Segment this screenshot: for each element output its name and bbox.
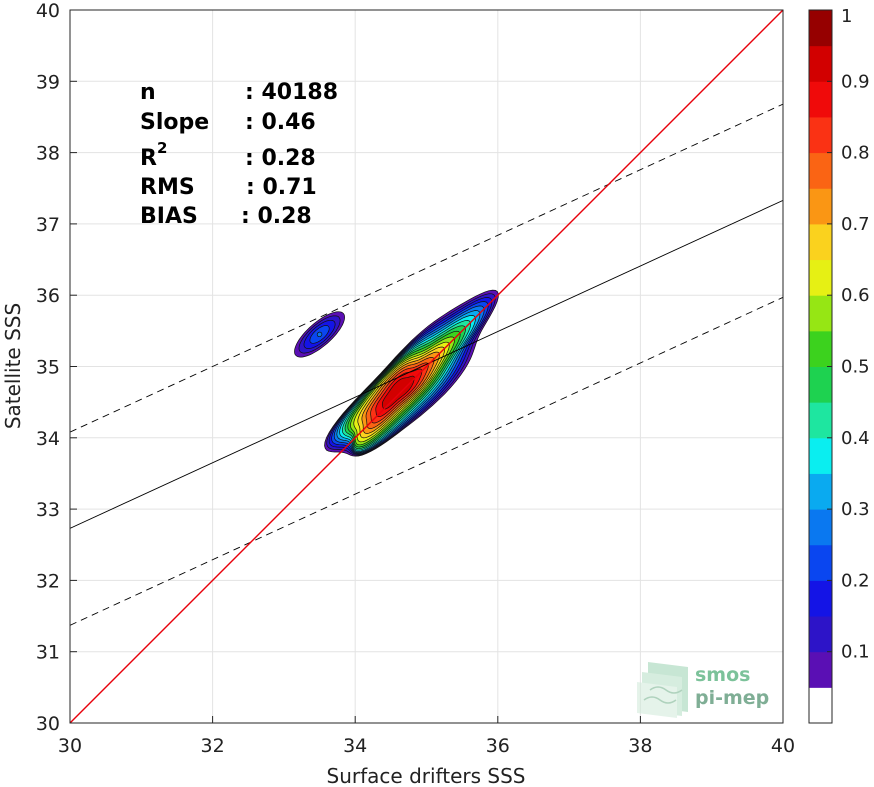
y-tick-label: 40 (36, 0, 60, 22)
x-tick-label: 36 (486, 735, 510, 757)
y-tick-label: 30 (36, 713, 60, 735)
stat-n-value: : 40188 (245, 80, 338, 105)
x-tick-label: 32 (201, 735, 225, 757)
regression-line (70, 199, 783, 529)
colorbar-segment (809, 616, 832, 653)
colorbar-ticks: 0.1 0.2 0.3 0.4 0.5 0.6 0.7 0.8 0.9 1 (827, 6, 870, 663)
stats-box: n : 40188 Slope : 0.46 R2 : 0.28 RMS : 0… (140, 80, 338, 229)
y-axis-label: Satellite SSS (1, 303, 25, 429)
logo-text-smos: smos (695, 664, 750, 686)
colorbar-segment (809, 366, 832, 403)
y-tick-label: 38 (36, 143, 60, 165)
x-axis-ticks: 30 32 34 36 38 40 (58, 716, 795, 757)
colorbar-segment (809, 188, 832, 225)
colorbar-segment (809, 544, 832, 581)
density-contour-main (381, 375, 415, 410)
colorbar-tick-label: 0.2 (841, 570, 870, 591)
colorbar-segment (809, 10, 832, 47)
stat-rms-label: RMS (140, 175, 195, 200)
reference-lines (70, 10, 783, 723)
colorbar-tick-label: 0.3 (841, 499, 870, 520)
colorbar-segment (809, 223, 832, 261)
logo-text-pi-mep: pi-mep (695, 687, 769, 709)
colorbar-segment (809, 687, 832, 724)
stat-r2-value: : 0.28 (245, 146, 316, 171)
colorbar-segment (809, 509, 832, 546)
density-contour-secondary (316, 331, 323, 338)
identity-line (70, 10, 783, 723)
y-tick-label: 33 (36, 499, 60, 521)
colorbar-segment (809, 295, 832, 332)
colorbar-segment (809, 473, 832, 510)
colorbar-segment (809, 116, 832, 154)
y-tick-label: 35 (36, 357, 60, 379)
colorbar-segment (809, 330, 832, 367)
colorbar-segment (809, 152, 832, 189)
smos-pi-mep-logo: smos pi-mep (637, 662, 769, 718)
colorbar-segment (809, 45, 832, 82)
lower-bound-line (70, 296, 783, 626)
x-tick-label: 34 (343, 735, 367, 757)
y-tick-label: 34 (36, 428, 60, 450)
stat-bias-label: BIAS (140, 204, 198, 229)
colorbar-tick-label: 0.7 (841, 214, 870, 235)
colorbar (809, 10, 832, 724)
colorbar-segment (809, 81, 832, 118)
x-axis-label: Surface drifters SSS (327, 764, 526, 787)
colorbar-segment (809, 259, 832, 296)
stat-rms-value: : 0.71 (246, 175, 317, 200)
stat-slope-label: Slope (140, 110, 209, 135)
x-tick-label: 30 (58, 735, 82, 757)
y-tick-label: 32 (36, 570, 60, 592)
colorbar-tick-label: 1 (841, 6, 852, 27)
colorbar-tick-label: 0.6 (841, 285, 870, 306)
colorbar-tick-label: 0.1 (841, 642, 870, 663)
y-tick-label: 39 (36, 71, 60, 93)
x-tick-label: 38 (628, 735, 652, 757)
y-tick-label: 31 (36, 642, 60, 664)
stat-bias-value: : 0.28 (241, 204, 312, 229)
x-tick-label: 40 (771, 735, 795, 757)
stat-n-label: n (140, 80, 156, 105)
colorbar-tick-label: 0.8 (841, 143, 870, 164)
logo-waves-icon (637, 662, 688, 718)
stat-r2-label: R2 (140, 139, 167, 171)
colorbar-segment (809, 580, 832, 617)
y-tick-label: 36 (36, 285, 60, 307)
colorbar-segment (809, 402, 832, 439)
colorbar-segment (809, 437, 832, 474)
colorbar-tick-label: 0.9 (841, 71, 870, 92)
stat-slope-value: : 0.46 (245, 110, 316, 135)
y-axis-ticks: 30 31 32 33 34 35 36 37 38 39 40 (36, 0, 77, 735)
colorbar-segment (809, 651, 832, 688)
upper-bound-line (70, 103, 783, 433)
grid-lines (69, 9, 784, 724)
y-tick-label: 37 (36, 214, 60, 236)
colorbar-tick-label: 0.5 (841, 357, 870, 378)
colorbar-tick-label: 0.4 (841, 428, 870, 449)
